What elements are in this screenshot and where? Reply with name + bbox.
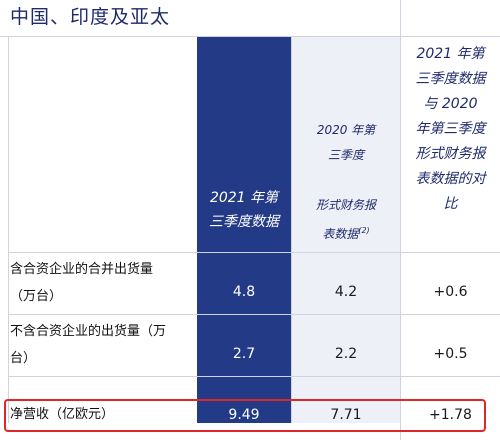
column-header-2021-q3: 2021 年第 三季度数据 — [197, 186, 291, 234]
header-line: 三季度数据 — [209, 214, 279, 230]
cell-comparison: +0.6 — [433, 284, 468, 300]
cell-2020-q3: 4.2 — [334, 284, 358, 300]
column-header-2020-q3: 2020 年第 三季度 形式财务报 表数据(2) — [291, 118, 401, 247]
column-2020-q3-background — [291, 37, 401, 423]
column-comparison-background — [401, 37, 500, 423]
grid-line — [8, 376, 500, 377]
header-line — [291, 168, 401, 193]
cell-2021-q3: 4.8 — [232, 284, 256, 300]
cell-2021-q3: 2.7 — [232, 346, 256, 362]
row-label-line: 净营收（亿欧元） — [10, 407, 115, 422]
header-line: 三季度数据 — [415, 71, 486, 87]
row-label-line: 台） — [10, 351, 37, 366]
cell-2020-q3: 2.2 — [334, 346, 358, 362]
column-2021-q3-background — [197, 37, 291, 423]
cell-comparison: +1.78 — [429, 407, 472, 423]
cell-2021-q3: 9.49 — [228, 407, 260, 423]
cell-2020-q3: 7.71 — [330, 407, 362, 423]
header-line: 比 — [443, 196, 458, 212]
row-label-line: 不含合资企业的出货量（万 — [10, 324, 167, 339]
row-label-shipments-excluding-jv: 不含合资企业的出货量（万 台） — [10, 318, 194, 372]
page-title: 中国、印度及亚太 — [10, 6, 171, 28]
highlight-box — [4, 399, 486, 432]
row-label-line: （万台） — [10, 289, 63, 304]
footnote-marker: (2) — [358, 226, 370, 235]
header-line: 表数据的对 — [415, 171, 486, 187]
header-line: 2021 年第 — [416, 46, 485, 62]
header-line: 形式财务报 — [315, 198, 376, 212]
row-label-line: 含合资企业的合并出货量 — [10, 262, 154, 277]
header-line: 表数据(2) — [291, 218, 401, 247]
grid-line — [8, 314, 500, 315]
cell-comparison: +0.5 — [433, 346, 468, 362]
row-label-net-revenue: 净营收（亿欧元） — [10, 401, 194, 428]
header-text: 表数据 — [322, 227, 359, 241]
header-line: 2021 年第 — [209, 190, 279, 206]
header-line: 形式财务报 — [415, 146, 486, 162]
row-label-consolidated-shipments: 含合资企业的合并出货量 （万台） — [10, 256, 194, 310]
grid-line — [400, 0, 401, 440]
header-line: 与 2020 — [423, 96, 478, 112]
header-line: 年第三季度 — [415, 121, 486, 137]
grid-line — [8, 37, 9, 423]
header-line: 三季度 — [327, 148, 364, 162]
header-line: 2020 年第 — [316, 123, 376, 137]
column-header-comparison: 2021 年第 三季度数据 与 2020 年第三季度 形式财务报 表数据的对 比 — [401, 42, 500, 217]
grid-line — [291, 37, 292, 423]
title-divider — [0, 36, 500, 37]
grid-line — [8, 252, 500, 253]
